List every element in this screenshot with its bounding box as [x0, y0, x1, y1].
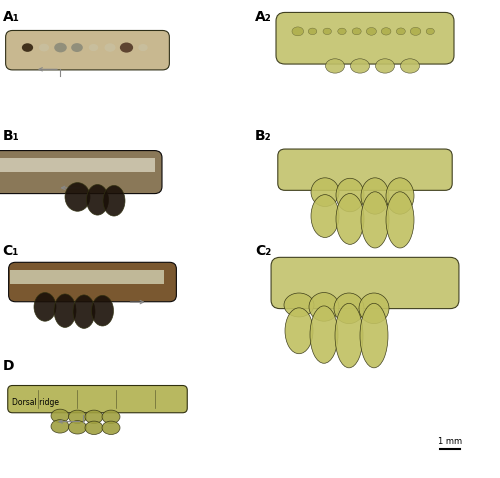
FancyBboxPatch shape [8, 385, 188, 413]
Ellipse shape [34, 293, 56, 321]
Ellipse shape [352, 28, 361, 35]
Ellipse shape [292, 27, 304, 36]
Ellipse shape [68, 421, 86, 434]
Ellipse shape [22, 43, 33, 52]
Text: C₂: C₂ [255, 244, 271, 258]
Ellipse shape [39, 43, 49, 52]
Ellipse shape [92, 295, 114, 326]
FancyBboxPatch shape [6, 31, 170, 70]
Ellipse shape [68, 410, 86, 424]
Text: B₁: B₁ [2, 129, 19, 143]
Ellipse shape [382, 28, 391, 35]
FancyBboxPatch shape [10, 270, 164, 284]
Ellipse shape [366, 28, 376, 35]
Text: C₁: C₁ [2, 244, 19, 258]
Ellipse shape [359, 293, 389, 324]
Ellipse shape [104, 43, 116, 52]
Ellipse shape [361, 178, 389, 214]
Ellipse shape [54, 43, 67, 53]
Text: D: D [2, 358, 14, 372]
Ellipse shape [336, 194, 364, 244]
Ellipse shape [311, 195, 339, 238]
Ellipse shape [323, 28, 332, 34]
Ellipse shape [54, 294, 76, 327]
Ellipse shape [51, 409, 69, 423]
Ellipse shape [336, 178, 364, 212]
Ellipse shape [310, 306, 338, 363]
Ellipse shape [386, 192, 414, 248]
Ellipse shape [410, 27, 421, 35]
Ellipse shape [285, 308, 313, 354]
Text: A₂: A₂ [255, 10, 272, 23]
Ellipse shape [400, 59, 419, 73]
FancyBboxPatch shape [278, 149, 452, 190]
Ellipse shape [334, 293, 364, 324]
Ellipse shape [120, 43, 133, 53]
Ellipse shape [51, 420, 69, 433]
FancyBboxPatch shape [276, 12, 454, 64]
Ellipse shape [65, 183, 90, 211]
Ellipse shape [284, 293, 314, 317]
Ellipse shape [73, 295, 95, 328]
Ellipse shape [376, 59, 394, 73]
Ellipse shape [361, 192, 389, 248]
Ellipse shape [308, 28, 317, 34]
Ellipse shape [85, 421, 103, 435]
Ellipse shape [338, 28, 346, 34]
Ellipse shape [396, 28, 406, 35]
Text: Dorsal ridge: Dorsal ridge [12, 398, 60, 407]
Ellipse shape [102, 421, 120, 435]
Ellipse shape [335, 304, 363, 368]
Text: A₁: A₁ [2, 10, 20, 23]
Ellipse shape [138, 44, 147, 51]
FancyBboxPatch shape [0, 151, 162, 194]
Ellipse shape [326, 59, 344, 73]
Ellipse shape [103, 185, 125, 216]
Ellipse shape [360, 304, 388, 368]
Ellipse shape [426, 28, 434, 34]
Text: B₂: B₂ [255, 129, 272, 143]
Ellipse shape [386, 178, 414, 214]
Text: 1 mm: 1 mm [438, 437, 462, 446]
FancyBboxPatch shape [271, 257, 459, 309]
FancyBboxPatch shape [8, 262, 176, 302]
Ellipse shape [71, 43, 83, 52]
Ellipse shape [311, 178, 339, 206]
Ellipse shape [85, 410, 103, 424]
FancyBboxPatch shape [8, 0, 168, 68]
Ellipse shape [86, 185, 108, 215]
FancyBboxPatch shape [0, 158, 154, 172]
Ellipse shape [309, 293, 339, 321]
Ellipse shape [89, 44, 98, 51]
Ellipse shape [102, 410, 120, 424]
Ellipse shape [350, 59, 370, 73]
